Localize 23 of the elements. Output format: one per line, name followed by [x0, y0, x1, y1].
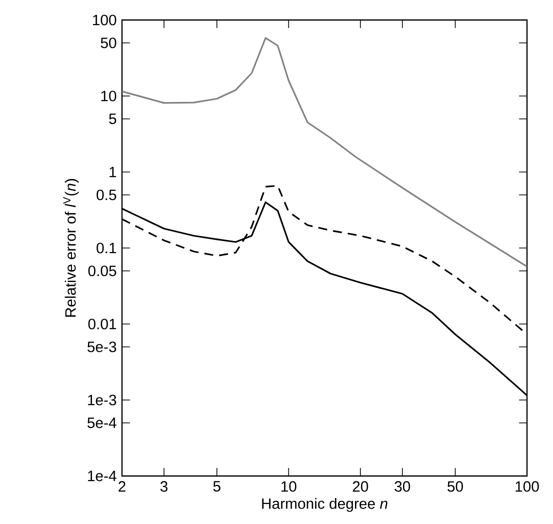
y-tick-label: 5 — [109, 114, 116, 124]
y-tick-label: 0.01 — [88, 318, 116, 330]
x-tick-label: 20 — [352, 481, 368, 492]
y-axis-title: Relative error of l$^{V}$(n) — [63, 179, 79, 317]
x-tick-label: 3 — [160, 481, 168, 492]
y-tick-label: 50 — [100, 38, 116, 48]
y-tick-label: 0.5 — [96, 190, 116, 200]
y-tick-label: 1 — [110, 166, 116, 178]
y-tick-label: 5e-3 — [88, 342, 116, 352]
y-tick-label: 100 — [93, 14, 116, 26]
y-tick-label: 1e-4 — [88, 470, 116, 482]
x-tick-label: 100 — [516, 481, 539, 492]
y-tick-label: 5e-4 — [88, 418, 116, 428]
x-tick-label: 10 — [281, 481, 296, 492]
x-tick-label: 5 — [213, 481, 220, 492]
x-tick-label: 50 — [448, 481, 463, 492]
y-tick-label: 0.05 — [88, 266, 116, 276]
x-tick-label: 2 — [118, 481, 126, 492]
x-tick-label: 30 — [394, 481, 410, 492]
y-tick-label: 0.1 — [96, 242, 116, 254]
y-tick-label: 10 — [101, 90, 116, 102]
x-axis-title: Harmonic degree n — [262, 498, 388, 512]
y-tick-label: 1e-3 — [88, 394, 116, 406]
